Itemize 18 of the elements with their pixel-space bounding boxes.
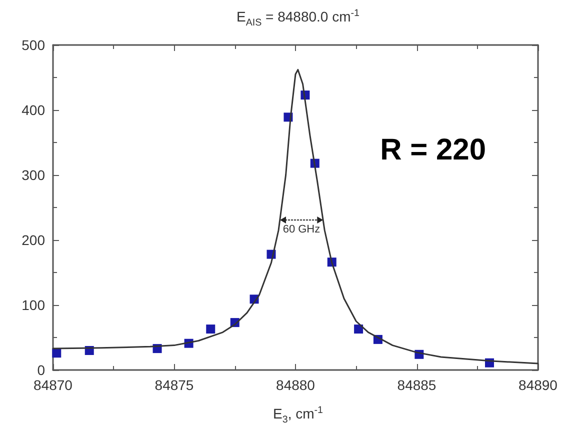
- y-tick-label: 100: [22, 297, 46, 313]
- point: [52, 348, 62, 358]
- point: [354, 324, 364, 334]
- y-tick-label: 400: [22, 102, 46, 118]
- chart-title: E$_{AIS}$ = 84880.0 cm$^{-1}$: [236, 8, 360, 28]
- x-tick-label: 84890: [518, 377, 558, 393]
- y-tick-label: 0: [37, 362, 46, 378]
- y-tick-label: 200: [22, 232, 46, 248]
- x-tick-label: 84880: [276, 377, 316, 393]
- x-axis-title: E$_{3}$, cm$^{-1}$: [273, 405, 323, 426]
- annotation: 60 GHz: [282, 223, 320, 236]
- x-tick-label: 84885: [397, 377, 436, 393]
- y-tick-label: 500: [22, 37, 46, 53]
- y-tick-label: 300: [22, 167, 46, 183]
- annotation: R = 220: [380, 134, 486, 166]
- point: [206, 324, 216, 334]
- x-tick-label: 84875: [154, 377, 194, 393]
- x-tick-label: 84870: [34, 377, 73, 393]
